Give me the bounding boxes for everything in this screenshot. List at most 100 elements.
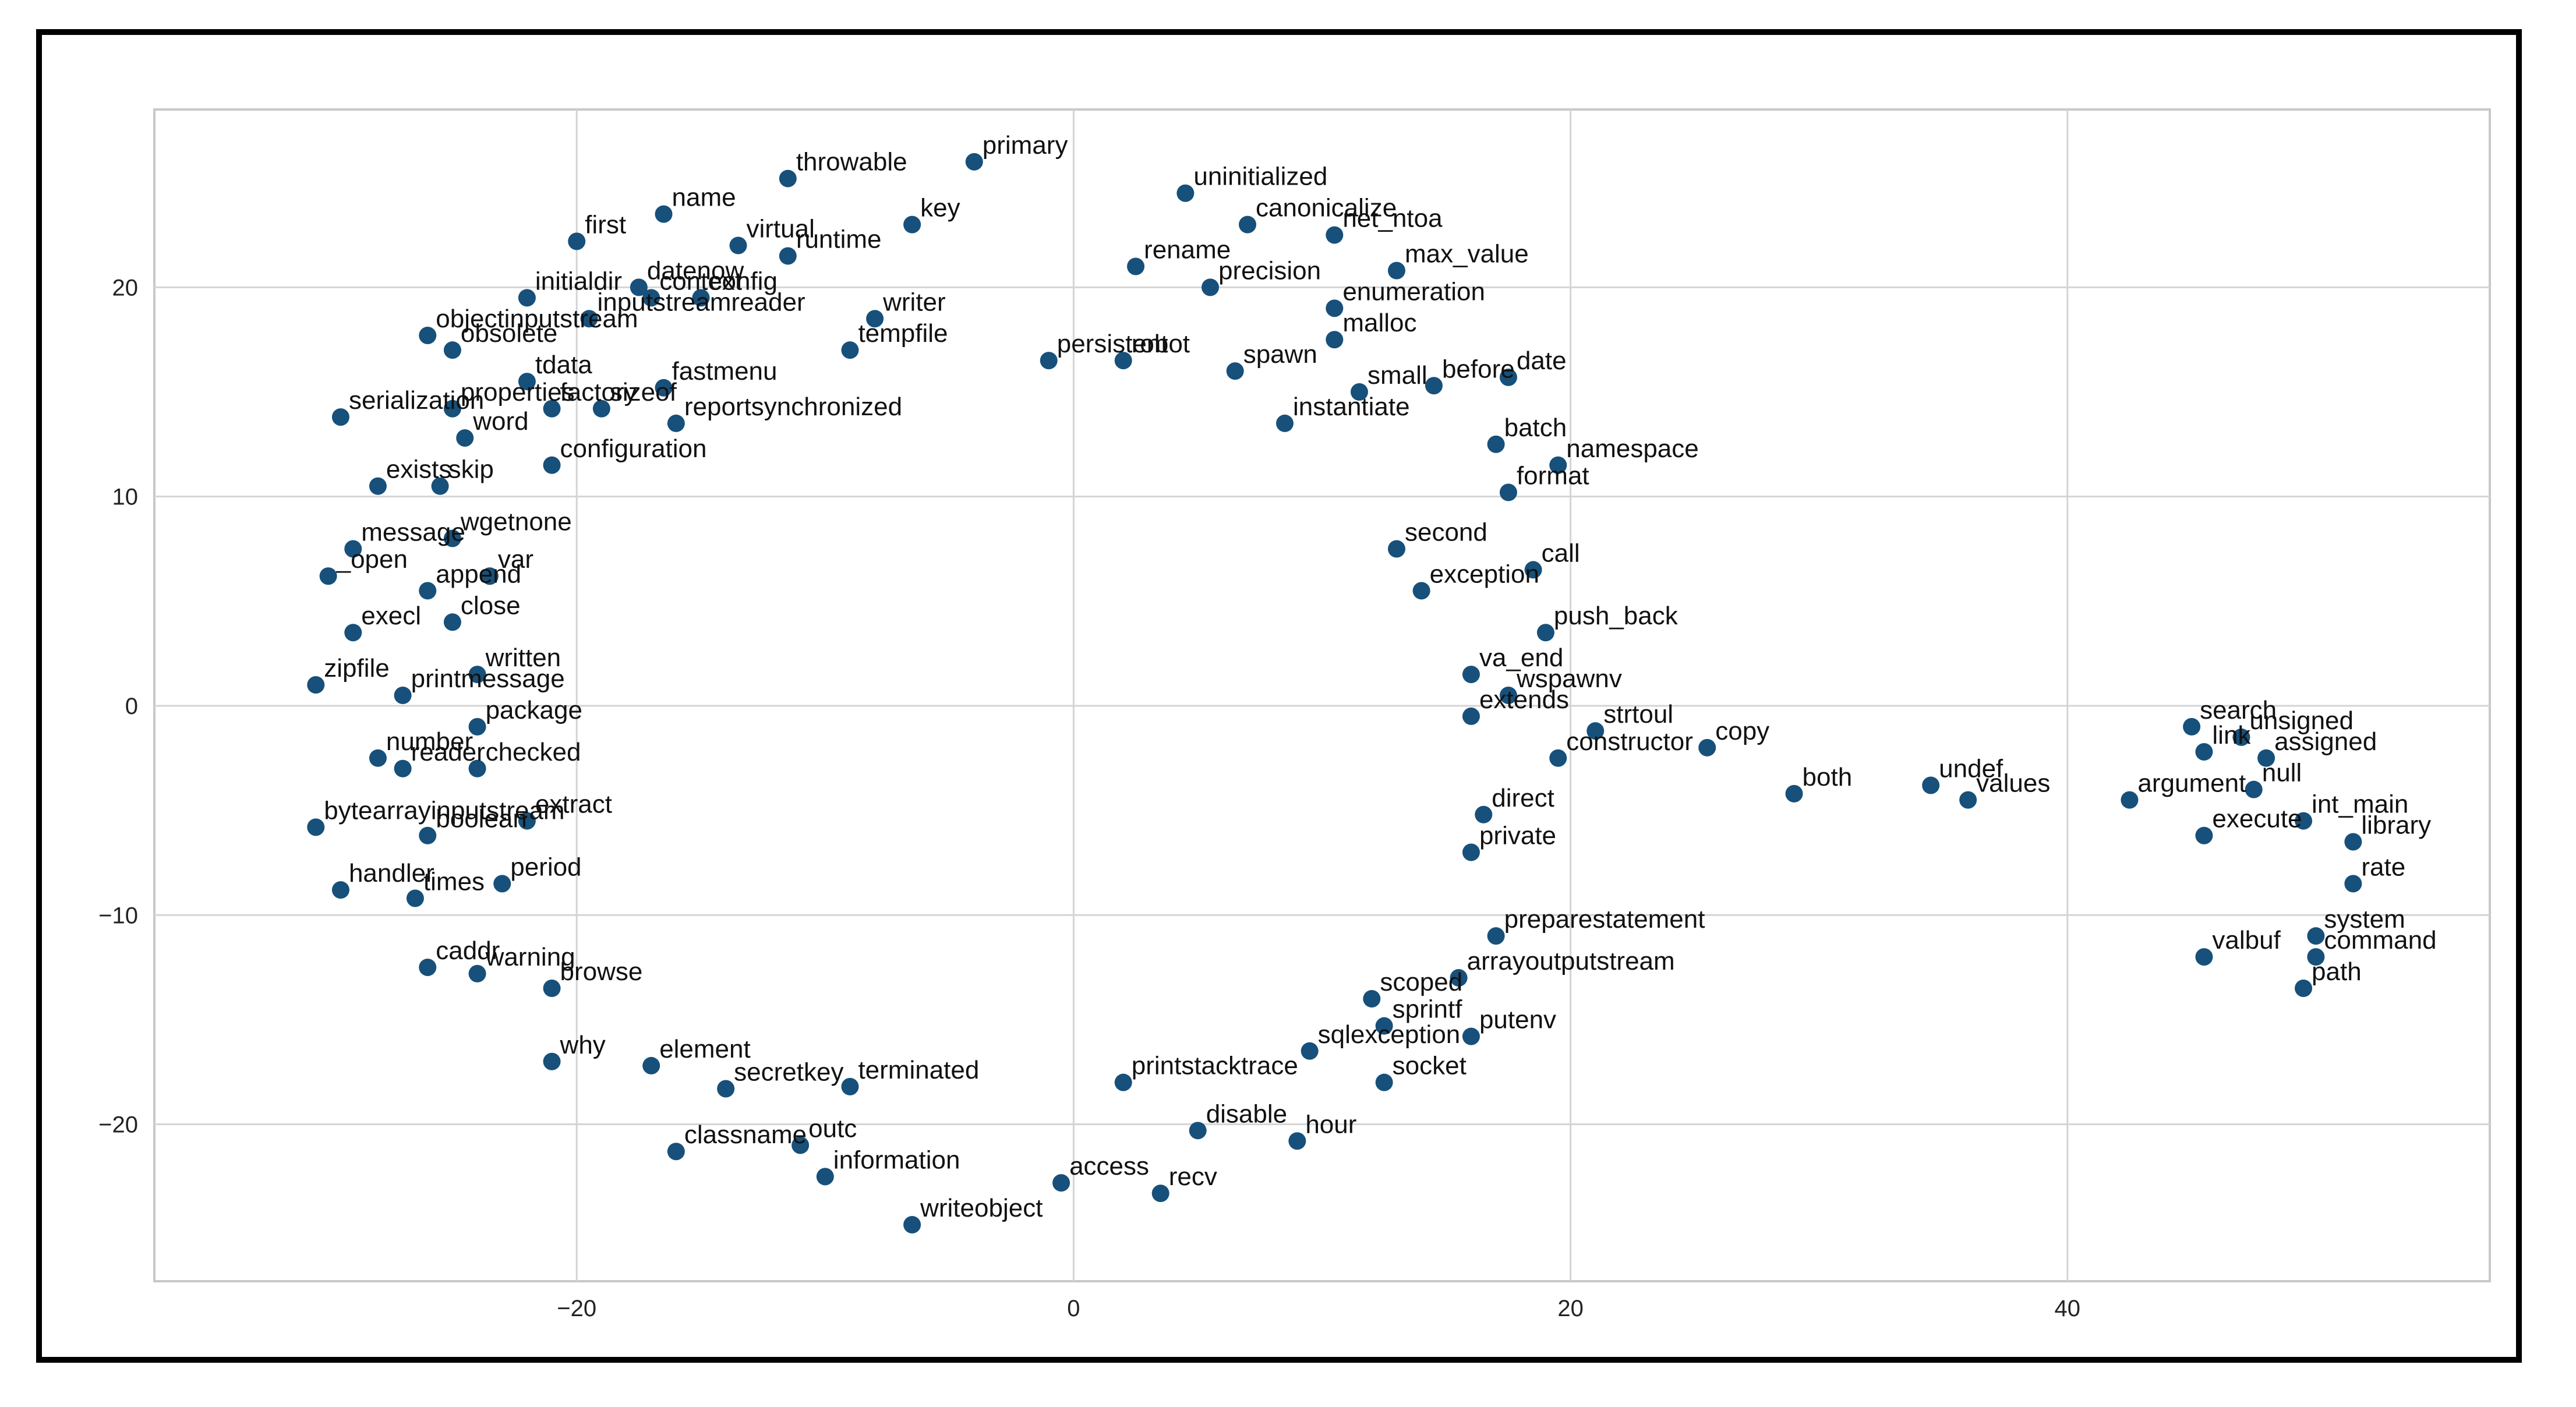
data-point bbox=[2232, 728, 2250, 746]
data-point-label: written bbox=[485, 644, 561, 672]
data-point bbox=[717, 1080, 735, 1098]
data-point bbox=[1462, 1027, 1480, 1045]
data-point bbox=[2344, 875, 2362, 893]
data-point-label: printstacktrace bbox=[1132, 1052, 1298, 1080]
data-point-label: reader bbox=[411, 738, 485, 766]
data-point-label: rename bbox=[1144, 235, 1231, 264]
data-point-label: copy bbox=[1715, 717, 1769, 745]
data-point-label: malloc bbox=[1342, 309, 1416, 337]
data-point bbox=[331, 408, 349, 426]
data-point bbox=[394, 687, 412, 704]
data-point-label: link bbox=[2212, 721, 2251, 750]
data-point-label: enumeration bbox=[1342, 277, 1485, 306]
data-point bbox=[1450, 969, 1468, 987]
data-point-label: push_back bbox=[1554, 602, 1679, 630]
grid bbox=[154, 109, 2490, 1281]
data-point-label: handler bbox=[349, 859, 434, 888]
data-point-label: int_main bbox=[2312, 790, 2408, 819]
data-point bbox=[1301, 1042, 1319, 1060]
data-point-label: execl bbox=[361, 602, 421, 630]
data-point bbox=[493, 875, 511, 893]
data-point-label: canonicalize bbox=[1256, 194, 1397, 222]
data-point bbox=[2295, 812, 2313, 830]
data-point bbox=[2307, 927, 2325, 945]
data-point bbox=[543, 1052, 561, 1070]
data-point-label: extends bbox=[1479, 685, 1569, 714]
data-point-label: secretkey bbox=[734, 1058, 843, 1086]
data-point bbox=[1176, 184, 1195, 202]
data-point-label: information bbox=[833, 1146, 960, 1174]
data-point-label: library bbox=[2361, 811, 2431, 840]
data-point bbox=[1959, 791, 1977, 809]
data-point-label: undef bbox=[1939, 754, 2003, 783]
data-point-label: checked bbox=[486, 738, 581, 766]
data-point bbox=[1387, 540, 1405, 558]
data-point-label: wgetnone bbox=[460, 508, 572, 536]
data-point-label: primary bbox=[983, 131, 1068, 160]
data-point-label: va_end bbox=[1479, 644, 1563, 672]
data-point-label: times bbox=[423, 868, 485, 896]
data-point-label: virtual bbox=[747, 215, 815, 243]
data-point-label: path bbox=[2312, 957, 2362, 986]
data-point bbox=[1462, 666, 1480, 684]
data-point-label: inputstreamreader bbox=[598, 288, 805, 316]
data-point-label: format bbox=[1517, 461, 1589, 490]
data-point bbox=[866, 310, 884, 328]
data-point-label: writeobject bbox=[920, 1194, 1043, 1222]
data-point-label: disable bbox=[1206, 1100, 1287, 1128]
data-point bbox=[1524, 561, 1542, 579]
data-point bbox=[692, 289, 710, 307]
data-point-label: small bbox=[1367, 361, 1427, 390]
x-tick-label: 0 bbox=[1067, 1296, 1080, 1321]
data-point-label: skip bbox=[448, 455, 494, 484]
data-point-label: tdata bbox=[535, 351, 592, 379]
data-point-label: call bbox=[1542, 539, 1580, 567]
data-point-label: hour bbox=[1305, 1110, 1356, 1139]
data-point bbox=[419, 582, 437, 600]
data-point bbox=[468, 759, 486, 777]
data-point-label: sqlexception bbox=[1318, 1020, 1461, 1049]
data-point-label: close bbox=[461, 591, 521, 620]
data-point-label: number bbox=[386, 727, 473, 756]
data-point bbox=[2195, 948, 2213, 966]
data-point bbox=[419, 826, 437, 844]
data-point-label: preparestatement bbox=[1504, 905, 1705, 934]
data-point-label: throwable bbox=[796, 148, 907, 176]
data-point bbox=[1239, 215, 1257, 234]
data-point-label: writer bbox=[882, 288, 946, 316]
data-point bbox=[1127, 257, 1145, 275]
data-point bbox=[1922, 776, 1940, 794]
y-tick-label: 10 bbox=[112, 485, 139, 510]
data-point bbox=[1425, 377, 1443, 395]
data-point-label: properties bbox=[461, 378, 575, 406]
data-point bbox=[1536, 624, 1554, 642]
data-point-label: before bbox=[1442, 355, 1515, 383]
data-point bbox=[1363, 989, 1381, 1007]
data-point-label: wspawnv bbox=[1516, 664, 1622, 693]
data-point bbox=[841, 341, 859, 359]
data-point-label: outc bbox=[808, 1114, 857, 1143]
data-point bbox=[2245, 780, 2263, 798]
data-point-label: tempfile bbox=[858, 319, 948, 348]
data-point bbox=[2344, 833, 2362, 851]
data-point-label: caddr bbox=[436, 936, 500, 965]
data-point bbox=[1375, 1017, 1393, 1035]
data-point bbox=[468, 666, 486, 684]
data-point-label: word bbox=[472, 407, 528, 436]
data-point-label: second bbox=[1405, 518, 1487, 547]
data-point-label: both bbox=[1803, 763, 1853, 791]
data-point-label: exception bbox=[1430, 560, 1539, 588]
data-point-label: period bbox=[510, 853, 581, 881]
data-point bbox=[431, 477, 449, 495]
data-point bbox=[1040, 352, 1058, 370]
data-point bbox=[580, 310, 598, 328]
data-point-label: robot bbox=[1132, 330, 1190, 358]
data-point-label: _open bbox=[336, 545, 408, 574]
data-point bbox=[568, 232, 586, 250]
data-point-label: private bbox=[1479, 821, 1556, 850]
data-points bbox=[307, 153, 2362, 1233]
data-point-label: sizeof bbox=[610, 378, 677, 406]
data-point bbox=[1549, 749, 1567, 767]
data-point bbox=[2257, 749, 2275, 767]
data-point bbox=[903, 215, 921, 234]
